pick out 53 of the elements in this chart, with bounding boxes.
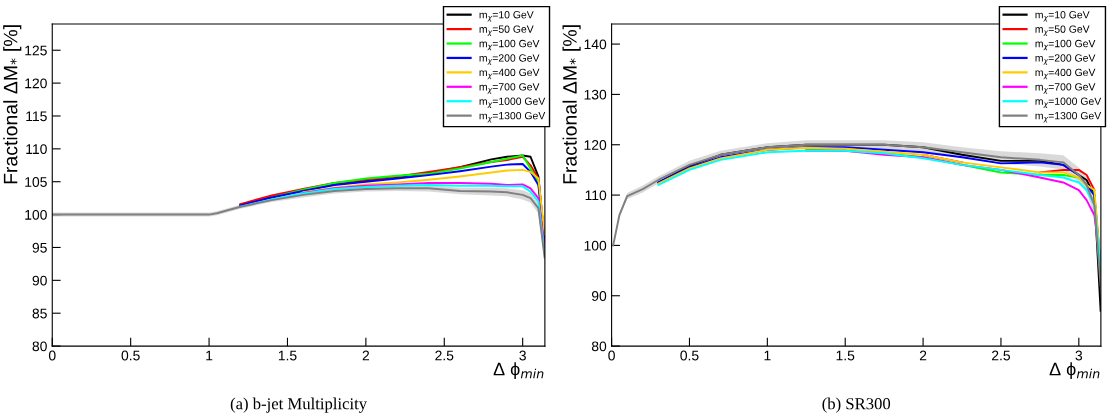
legend-label: m$_{χ}$=100 GeV bbox=[479, 39, 540, 51]
y-tick-label: 130 bbox=[584, 89, 607, 100]
legend-label: m$_{χ}$=50 GeV bbox=[479, 25, 534, 36]
y-tick-label: 100 bbox=[25, 209, 47, 220]
y-tick-label: 80 bbox=[32, 341, 47, 352]
y-tick-label: 120 bbox=[25, 78, 47, 89]
x-tick-label: 0.5 bbox=[121, 350, 140, 361]
legend-label: m$_{χ}$=100 GeV bbox=[1035, 39, 1096, 51]
legend-label: m$_{χ}$=400 GeV bbox=[479, 68, 540, 80]
y-tick-label: 100 bbox=[584, 240, 607, 251]
x-tick-label: 0 bbox=[608, 350, 615, 361]
x-tick-label: 1.5 bbox=[278, 350, 297, 361]
legend-label: m$_{χ}$=200 GeV bbox=[479, 54, 540, 65]
x-axis-title: Δ ϕ$_{min}$ bbox=[1049, 362, 1100, 380]
x-axis-title: Δ ϕ$_{min}$ bbox=[493, 362, 544, 380]
y-tick-label: 80 bbox=[591, 341, 607, 352]
legend-label: m$_{χ}$=1000 GeV bbox=[1035, 97, 1102, 109]
x-tick-label: 1 bbox=[206, 350, 213, 361]
y-tick-label: 140 bbox=[584, 39, 607, 50]
x-tick-label: 2.5 bbox=[992, 350, 1011, 361]
y-tick-label: 85 bbox=[32, 308, 47, 319]
legend-label: m$_{χ}$=400 GeV bbox=[1035, 68, 1096, 80]
y-axis-title: Fractional ΔM$_{*}$ [%] bbox=[562, 25, 581, 184]
y-tick-label: 110 bbox=[585, 190, 607, 201]
x-tick-label: 2.5 bbox=[435, 350, 454, 361]
y-tick-label: 115 bbox=[26, 111, 47, 122]
legend-label: m$_{χ}$=1300 GeV bbox=[479, 111, 546, 123]
x-tick-label: 2 bbox=[362, 350, 370, 361]
legend-label: m$_{χ}$=10 GeV bbox=[479, 11, 534, 22]
y-tick-label: 105 bbox=[25, 177, 47, 187]
x-tick-label: 0.5 bbox=[680, 350, 699, 361]
legend-label: m$_{χ}$=10 GeV bbox=[1035, 11, 1090, 22]
x-tick-label: 3 bbox=[1075, 350, 1083, 361]
y-tick-label: 90 bbox=[32, 275, 47, 286]
y-tick-label: 125 bbox=[25, 45, 47, 56]
x-tick-label: 2 bbox=[919, 350, 927, 361]
legend-label: m$_{χ}$=700 GeV bbox=[1035, 83, 1096, 94]
y-tick-label: 90 bbox=[591, 291, 607, 301]
text: (a) b-jet Multiplicity bbox=[230, 397, 368, 413]
legend-label: m$_{χ}$=700 GeV bbox=[479, 83, 540, 94]
legend-label: m$_{χ}$=1300 GeV bbox=[1035, 111, 1102, 123]
x-tick-label: 1.5 bbox=[836, 350, 855, 361]
x-tick-label: 0 bbox=[48, 350, 56, 361]
text: (b) SR300 bbox=[822, 397, 891, 413]
legend-label: m$_{χ}$=200 GeV bbox=[1035, 54, 1096, 65]
y-axis-title: Fractional ΔM$_{*}$ [%] bbox=[3, 25, 22, 184]
legend-label: m$_{χ}$=1000 GeV bbox=[479, 97, 546, 109]
y-tick-label: 95 bbox=[32, 242, 47, 253]
legend-label: m$_{χ}$=50 GeV bbox=[1035, 25, 1090, 36]
x-tick-label: 3 bbox=[519, 350, 526, 361]
x-tick-label: 1 bbox=[764, 350, 771, 361]
y-tick-label: 120 bbox=[584, 140, 607, 150]
y-tick-label: 110 bbox=[26, 144, 47, 155]
